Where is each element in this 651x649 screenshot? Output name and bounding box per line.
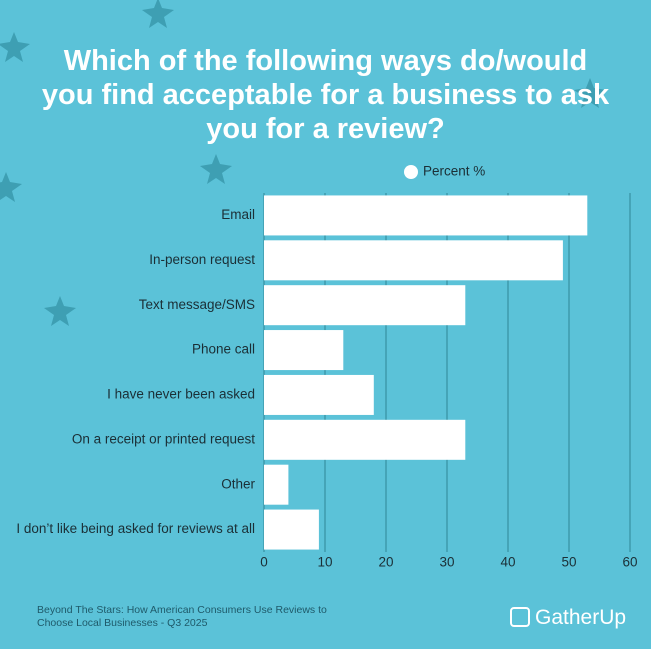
x-tick-label: 10 xyxy=(317,555,332,570)
chart-title: Which of the following ways do/would you… xyxy=(41,45,610,145)
bar xyxy=(264,464,289,505)
y-tick-label: Phone call xyxy=(192,342,255,357)
y-tick-label: I don’t like being asked for reviews at … xyxy=(16,521,255,536)
bar xyxy=(264,374,374,415)
y-tick-label: I have never been asked xyxy=(107,387,255,402)
bar xyxy=(264,509,319,550)
x-tick-label: 0 xyxy=(260,555,268,570)
logo: GatherUp xyxy=(535,606,627,629)
y-tick-label: Other xyxy=(221,476,255,491)
bar xyxy=(264,419,466,460)
y-tick-label: Email xyxy=(221,207,255,222)
x-tick-label: 40 xyxy=(500,555,515,570)
x-tick-label: 20 xyxy=(378,555,393,570)
decor xyxy=(0,0,606,326)
bar xyxy=(264,285,466,326)
y-tick-label: In-person request xyxy=(149,252,255,267)
source-note: Beyond The Stars: How American Consumers… xyxy=(37,604,327,629)
x-tick-label: 30 xyxy=(439,555,454,570)
y-tick-label: Text message/SMS xyxy=(139,297,255,312)
legend-label: Percent % xyxy=(423,164,485,179)
legend-swatch xyxy=(404,165,418,179)
bar xyxy=(264,240,563,281)
logo-icon xyxy=(510,607,530,627)
x-tick-label: 50 xyxy=(561,555,576,570)
bar xyxy=(264,195,588,236)
x-tick-label: 60 xyxy=(622,555,637,570)
y-tick-label: On a receipt or printed request xyxy=(72,431,255,446)
plot: 0 10 20 30 40 50 60 Percent % Email In-person req… xyxy=(16,164,637,570)
bar xyxy=(264,330,344,371)
